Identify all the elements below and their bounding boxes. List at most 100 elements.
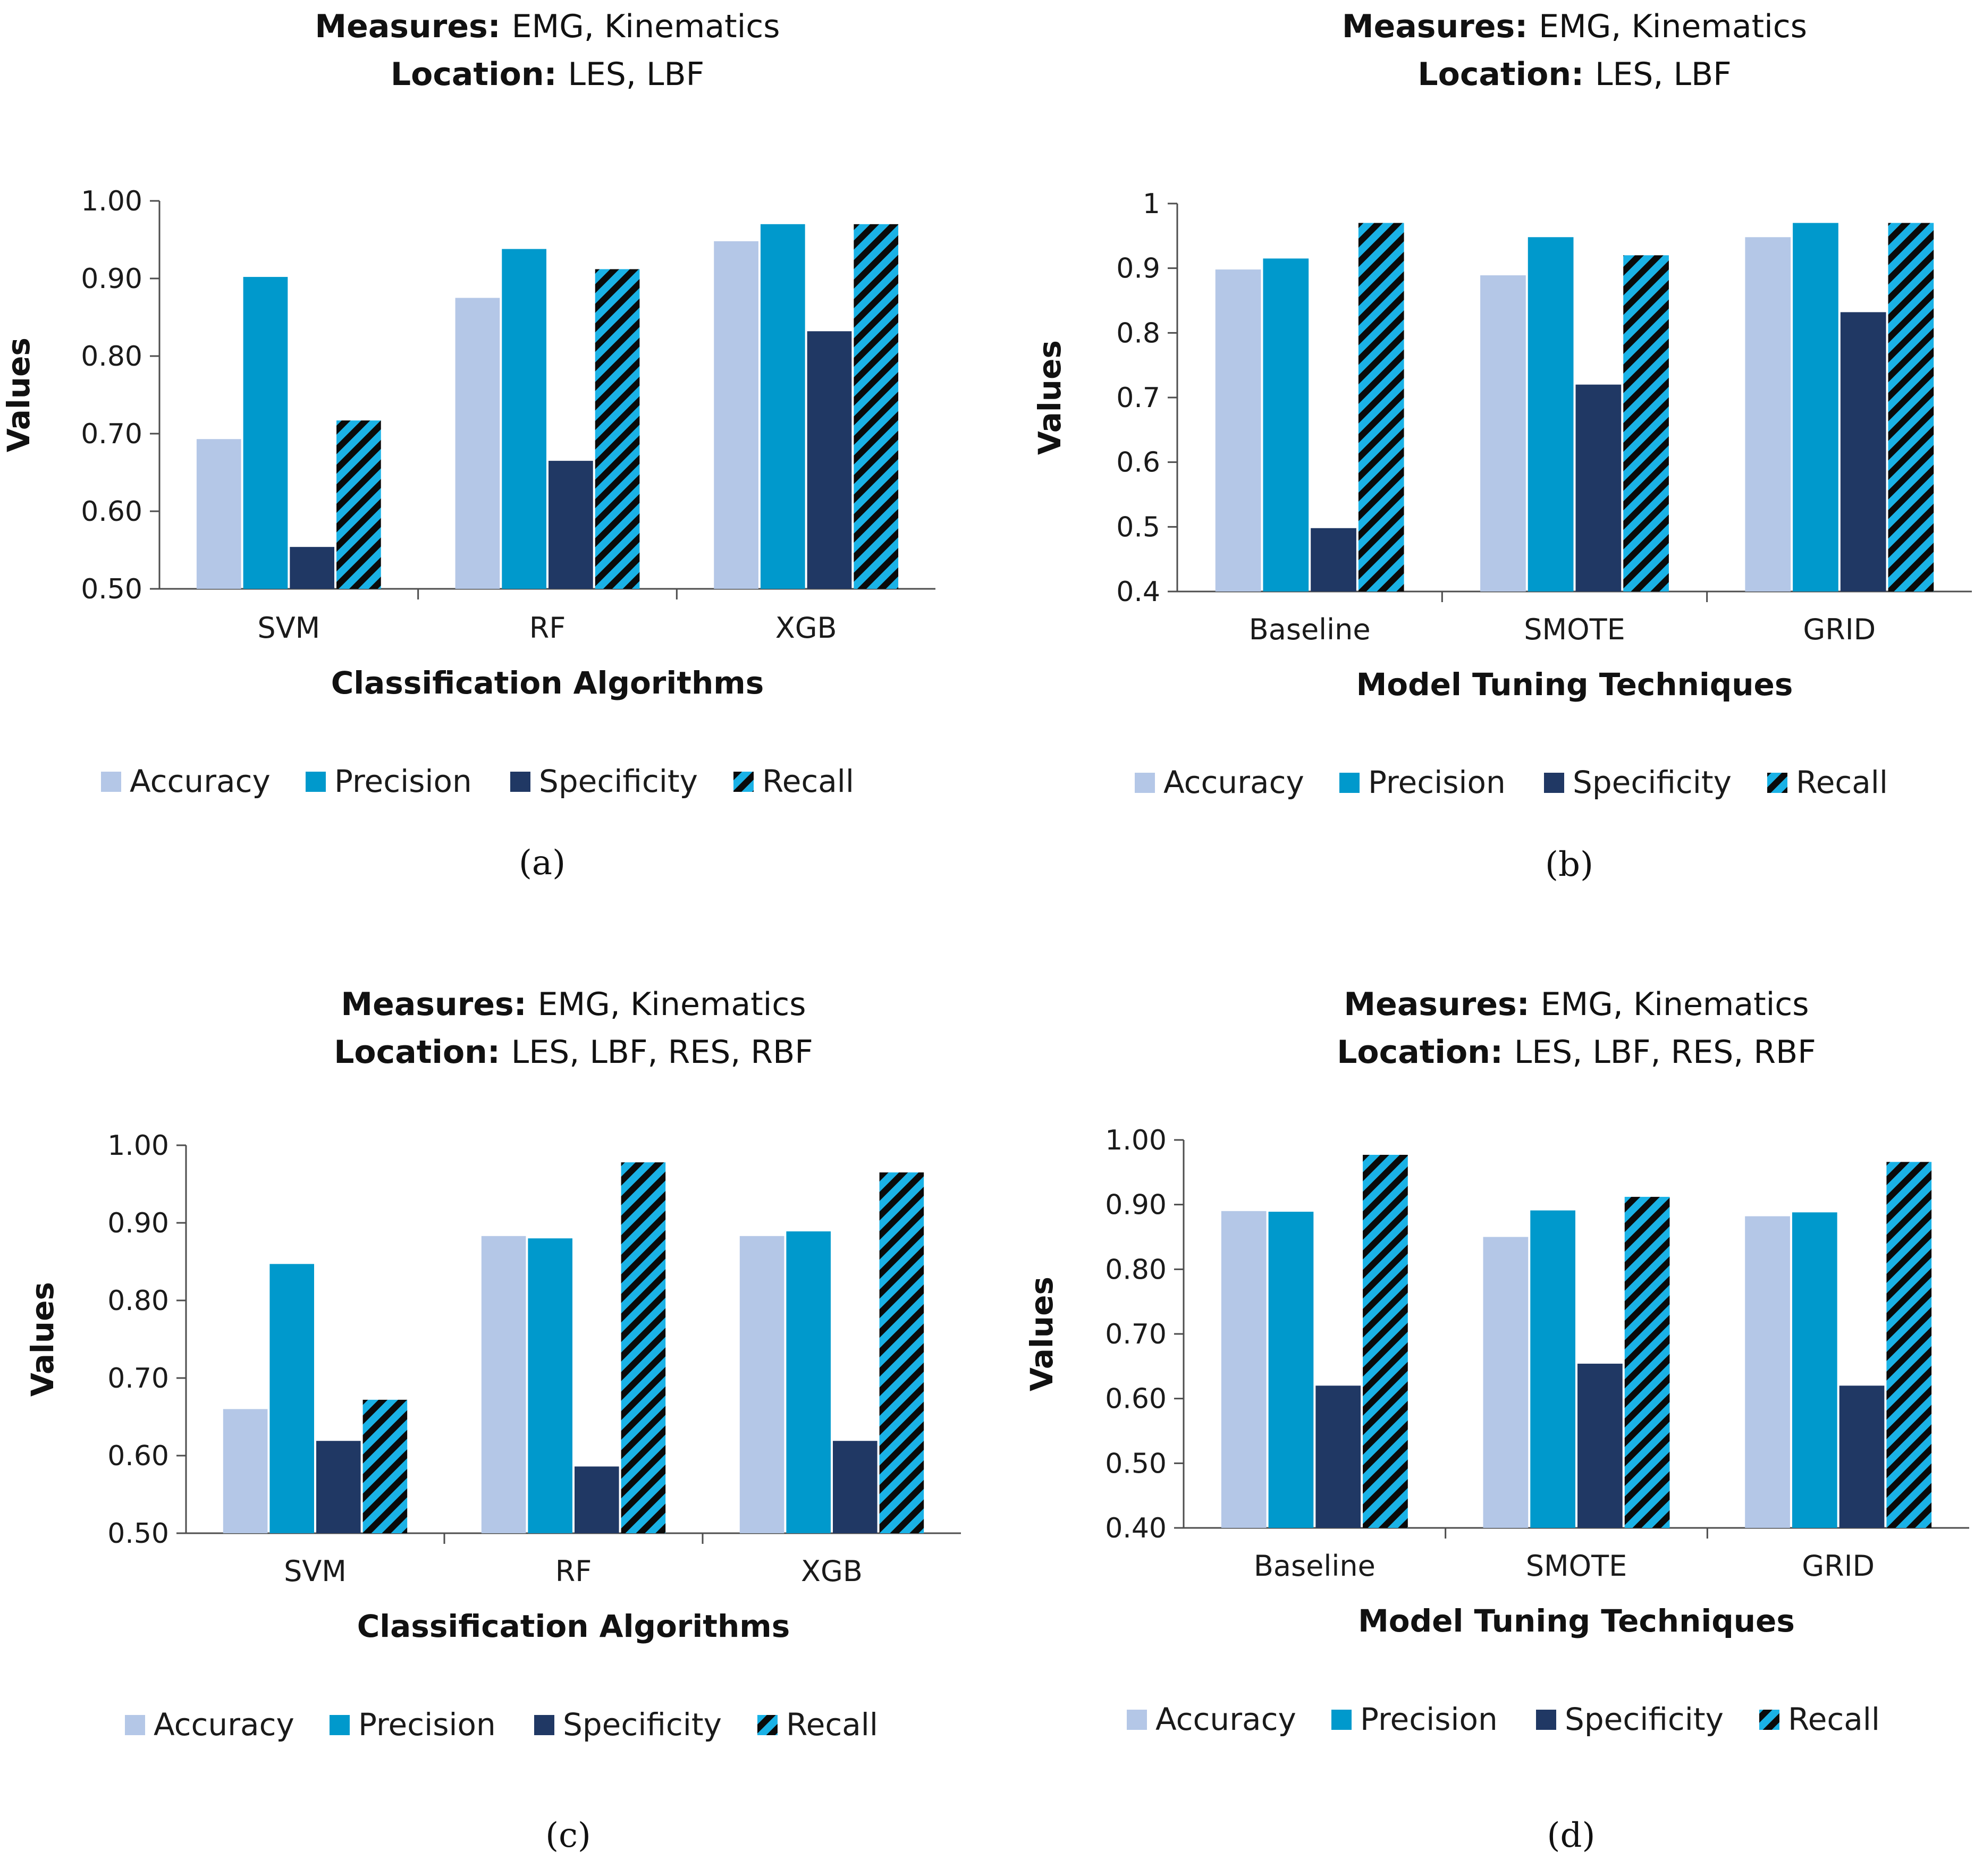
bar-recall-baseline [1358,223,1404,591]
y-axis-label: Values [1,337,37,452]
y-tick-label: 0.4 [1116,576,1160,608]
bar-recall-rf [595,269,640,589]
y-tick-label: 0.60 [81,496,142,528]
x-category-label: XGB [775,611,837,645]
y-axis-label: Values [1024,1277,1060,1391]
bar-specificity-rf [549,461,593,589]
legend-swatch-precision [330,1715,350,1735]
chart-svg: Measures: EMG, Kinematics Location: LES, … [24,986,961,1855]
legend-label-precision: Precision [358,1706,496,1743]
chart-title-measures: Measures: EMG, Kinematics [1342,8,1807,45]
y-tick-label: 0.6 [1116,447,1160,479]
y-tick-label: 0.70 [1105,1319,1167,1350]
bar-accuracy-grid [1745,237,1791,591]
bar-accuracy-xgb [714,241,758,589]
bar-accuracy-smote [1480,275,1526,591]
legend-label-specificity: Specificity [563,1706,722,1743]
legend-swatch-precision [1331,1710,1352,1730]
bar-precision-rf [528,1238,572,1533]
bar-recall-svm [336,420,381,589]
bar-specificity-xgb [833,1441,877,1533]
bar-recall-xgb [854,224,899,589]
legend-swatch-accuracy [1127,1710,1147,1730]
bar-specificity-baseline [1315,1385,1361,1528]
bar-accuracy-smote [1483,1237,1529,1528]
bar-accuracy-baseline [1215,269,1261,592]
bar-specificity-svm [290,547,335,589]
bar-accuracy-svm [223,1409,268,1533]
legend-label-specificity: Specificity [539,763,698,799]
bar-specificity-smote [1575,384,1622,591]
chart-svg: Measures: EMG, Kinematics Location: LES, … [1024,986,1969,1855]
chart-title-measures: Measures: EMG, Kinematics [341,986,806,1023]
y-tick-label: 1.00 [107,1130,169,1162]
y-tick-label: 0.80 [107,1285,169,1317]
chart-title-measures: Measures: EMG, Kinematics [315,8,780,45]
y-tick-label: 0.90 [81,263,142,295]
bar-precision-grid [1792,1212,1837,1528]
bar-specificity-svm [316,1441,361,1533]
panel-caption: (a) [519,843,566,883]
bar-recall-smote [1623,255,1669,591]
y-tick-label: 0.9 [1116,253,1160,285]
bar-precision-svm [269,1264,314,1533]
legend-swatch-precision [306,772,326,792]
legend-swatch-specificity [1536,1710,1556,1730]
chart-svg: Measures: EMG, Kinematics Location: LES, … [1032,8,1972,884]
bar-precision-smote [1530,1210,1575,1528]
x-category-label: SVM [284,1554,347,1588]
y-tick-label: 0.70 [107,1363,169,1395]
y-tick-label: 1.00 [81,185,142,217]
legend-label-accuracy: Accuracy [1163,764,1304,800]
bar-precision-baseline [1268,1212,1314,1528]
legend-label-recall: Recall [762,763,854,799]
bar-specificity-rf [575,1466,619,1533]
chart-panel-c: Measures: EMG, Kinematics Location: LES, … [0,938,991,1876]
x-category-label: SMOTE [1524,613,1625,646]
y-tick-label: 0.80 [1105,1254,1167,1286]
bar-recall-xgb [879,1172,924,1533]
y-tick-label: 1 [1143,188,1160,220]
bar-recall-rf [621,1162,666,1533]
x-category-label: RF [555,1554,592,1588]
legend-label-precision: Precision [1360,1701,1498,1737]
legend-label-accuracy: Accuracy [130,763,271,799]
bar-precision-rf [502,249,546,589]
legend-swatch-accuracy [1135,773,1155,793]
bar-precision-baseline [1263,258,1309,592]
x-axis-label: Model Tuning Techniques [1356,666,1793,703]
bar-accuracy-rf [481,1236,526,1533]
legend-swatch-precision [1339,773,1360,793]
bar-precision-smote [1528,237,1574,591]
legend-label-accuracy: Accuracy [1155,1701,1296,1737]
legend-swatch-recall [1759,1710,1779,1730]
chart-panel-a: Measures: EMG, Kinematics Location: LES, … [0,0,991,938]
chart-title-location: Location: LES, LBF, RES, RBF [334,1034,813,1071]
x-category-label: Baseline [1249,613,1371,646]
x-category-label: SVM [257,611,320,645]
bar-accuracy-rf [455,298,500,589]
y-tick-label: 0.50 [81,573,142,605]
y-tick-label: 0.50 [1105,1448,1167,1480]
chart-panel-d: Measures: EMG, Kinematics Location: LES, … [991,938,1982,1876]
legend-label-recall: Recall [1788,1701,1880,1737]
bar-specificity-grid [1839,1385,1885,1528]
x-axis-label: Classification Algorithms [357,1608,790,1644]
x-category-label: SMOTE [1526,1549,1627,1583]
x-category-label: GRID [1803,613,1876,646]
chart-panel-b: Measures: EMG, Kinematics Location: LES, … [991,0,1982,938]
bar-recall-baseline [1363,1154,1408,1528]
panel-caption: (d) [1547,1816,1596,1855]
legend-swatch-specificity [534,1715,554,1735]
legend-label-precision: Precision [1368,764,1506,800]
x-category-label: XGB [801,1554,863,1588]
bar-accuracy-svm [196,439,241,589]
y-tick-label: 0.90 [107,1207,169,1239]
bar-specificity-xgb [807,331,852,589]
bar-accuracy-baseline [1221,1211,1267,1528]
legend-label-recall: Recall [1796,764,1888,800]
bar-precision-xgb [786,1231,831,1533]
y-axis-label: Values [24,1282,61,1397]
y-tick-label: 0.7 [1116,382,1160,414]
chart-title-measures: Measures: EMG, Kinematics [1344,986,1809,1023]
